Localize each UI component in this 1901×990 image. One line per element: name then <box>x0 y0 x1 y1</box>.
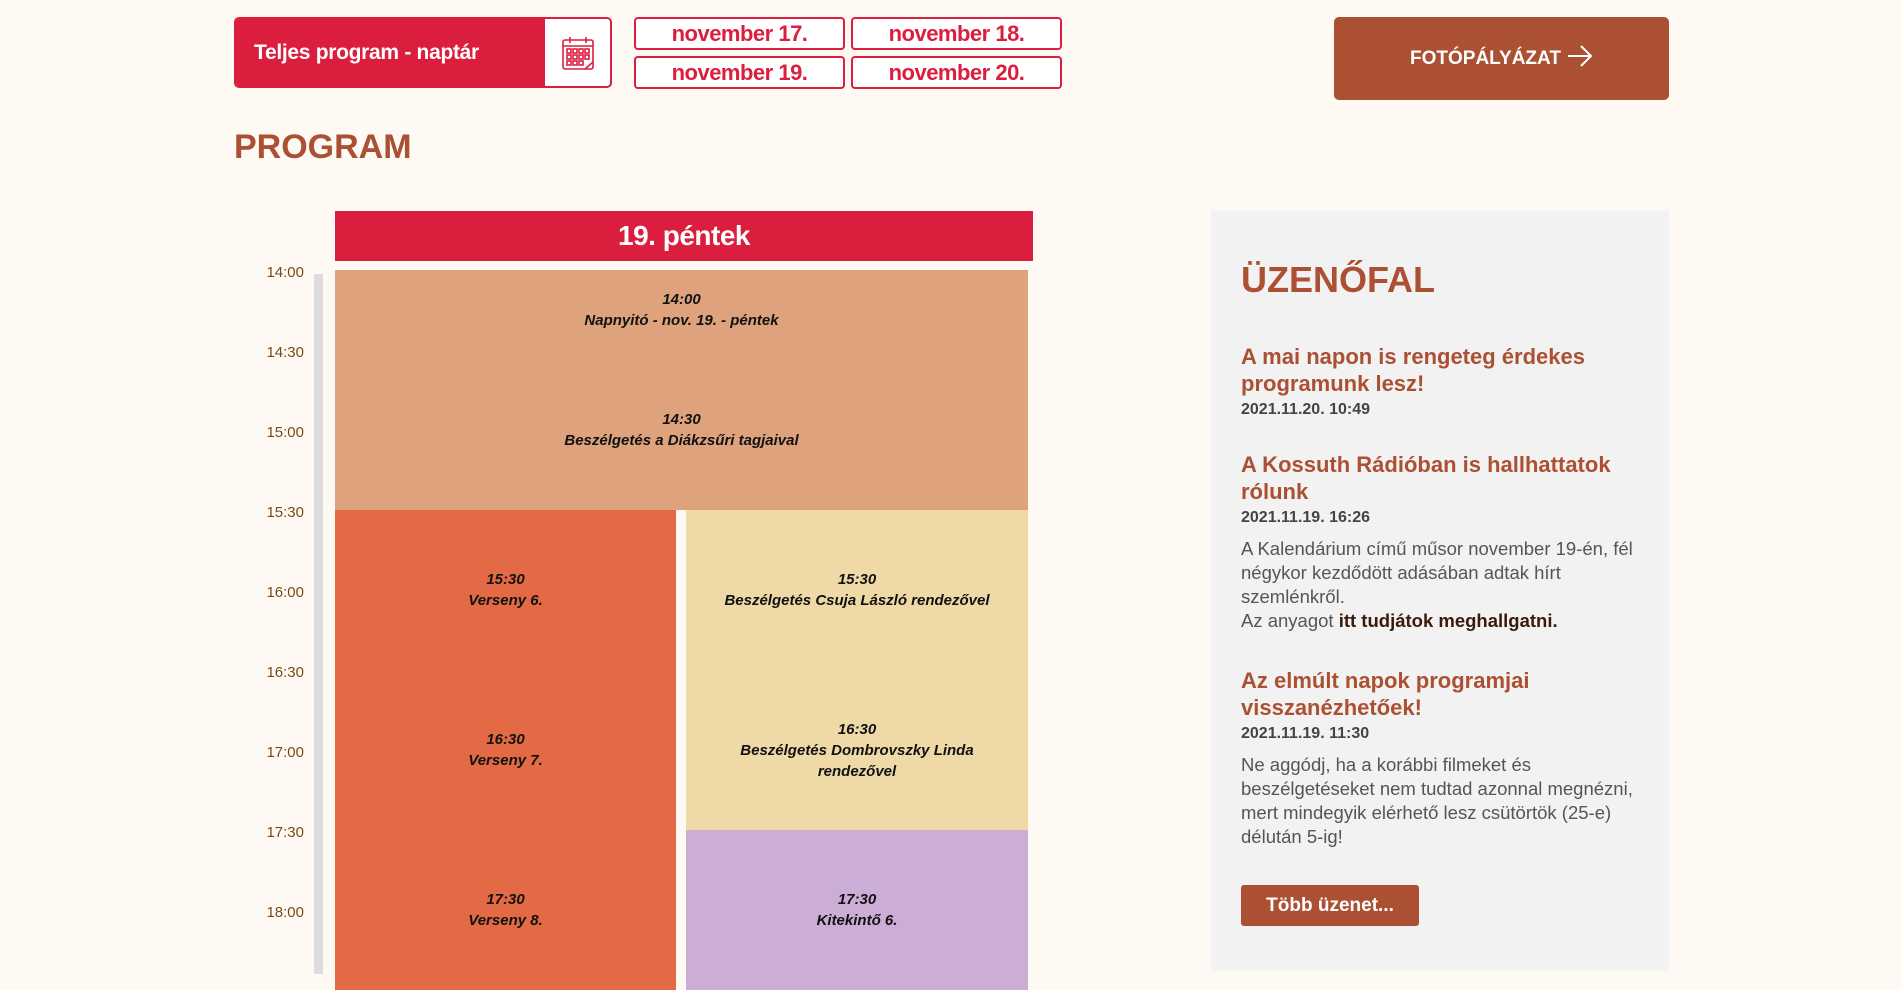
full-program-calendar-button[interactable]: Teljes program - naptár <box>234 17 612 88</box>
event-time: 14:00 <box>662 291 701 308</box>
date-nov-17-button[interactable]: november 17. <box>634 17 845 50</box>
schedule-event[interactable]: 14:00 Napnyitó - nov. 19. - péntek <box>335 270 1028 350</box>
event-time: 16:30 <box>837 720 877 738</box>
post-title-link[interactable]: Az elmúlt napok programjai visszanézhető… <box>1241 668 1530 720</box>
day-header: 19. péntek <box>335 211 1033 261</box>
photo-contest-label: FOTÓPÁLYÁZAT <box>1410 47 1561 69</box>
message-wall: ÜZENŐFAL A mai napon is rengeteg érdekes… <box>1211 211 1669 971</box>
event-time: 15:30 <box>837 571 877 588</box>
event-title: Verseny 6. <box>468 592 543 609</box>
page-title: PROGRAM <box>234 128 412 166</box>
schedule-event[interactable]: 16:30 Verseny 7. <box>335 670 676 830</box>
post-date: 2021.11.19. 11:30 <box>1241 725 1370 742</box>
post: Az elmúlt napok programjai visszanézhető… <box>1241 667 1641 849</box>
date-nov-19-button[interactable]: november 19. <box>634 56 845 89</box>
post: A Kossuth Rádióban is hallhattatok rólun… <box>1241 451 1641 633</box>
calendar-icon <box>545 19 610 86</box>
time-label: 15:30 <box>266 504 304 521</box>
schedule-event[interactable]: 17:30 Kitekintő 6. <box>686 830 1028 990</box>
message-wall-title: ÜZENŐFAL <box>1241 259 1435 300</box>
event-time: 17:30 <box>486 891 525 908</box>
listen-link[interactable]: itt tudjátok meghallgatni. <box>1338 610 1558 631</box>
post-text: Ne aggódj, ha a korábbi filmeket és besz… <box>1241 754 1633 847</box>
event-title: Beszélgetés a Diákzsűri tagjaival <box>564 432 799 449</box>
event-title: Kitekintő 6. <box>816 912 898 929</box>
timeline-bar <box>314 274 323 974</box>
post-title-link[interactable]: A mai napon is rengeteg érdekes programu… <box>1241 344 1585 396</box>
event-time: 16:30 <box>486 731 525 748</box>
schedule-event[interactable]: 16:30 Beszélgetés Dombrovszky Linda rende… <box>686 670 1028 830</box>
event-title: Beszélgetés Dombrovszky Linda rendezővel <box>740 741 974 780</box>
post-date: 2021.11.20. 10:49 <box>1241 401 1371 418</box>
schedule-event[interactable]: 15:30 Beszélgetés Csuja László rendezővel <box>686 510 1028 670</box>
post-text-body: A Kalendárium című műsor november 19-én,… <box>1241 538 1633 607</box>
date-nov-20-button[interactable]: november 20. <box>851 56 1062 89</box>
event-title: Verseny 7. <box>468 752 543 769</box>
event-title: Verseny 8. <box>468 912 543 929</box>
more-messages-button[interactable]: Több üzenet... <box>1241 885 1419 926</box>
event-title: Beszélgetés Csuja László rendezővel <box>724 592 990 609</box>
event-time: 14:30 <box>662 411 701 428</box>
time-label: 14:30 <box>266 344 304 361</box>
event-time: 17:30 <box>837 891 877 908</box>
time-label: 16:30 <box>266 664 304 681</box>
time-label: 14:00 <box>266 264 304 281</box>
full-program-label: Teljes program - naptár <box>236 19 545 86</box>
date-nov-18-button[interactable]: november 18. <box>851 17 1062 50</box>
time-label: 18:00 <box>266 904 304 921</box>
post-date: 2021.11.19. 16:26 <box>1241 509 1371 526</box>
schedule-event[interactable]: 14:30 Beszélgetés a Diákzsűri tagjaival <box>335 350 1028 510</box>
post-title-link[interactable]: A Kossuth Rádióban is hallhattatok rólun… <box>1241 452 1611 504</box>
post: A mai napon is rengeteg érdekes programu… <box>1241 343 1641 419</box>
photo-contest-button[interactable]: FOTÓPÁLYÁZAT <box>1334 17 1669 100</box>
arrow-right-icon <box>1567 44 1593 73</box>
time-label: 17:30 <box>266 824 304 841</box>
time-label: 15:00 <box>266 424 304 441</box>
schedule-event[interactable]: 15:30 Verseny 6. <box>335 510 676 670</box>
post-text: A Kalendárium című műsor november 19-én,… <box>1241 537 1636 633</box>
time-label: 17:00 <box>266 744 304 761</box>
event-time: 15:30 <box>486 571 525 588</box>
post-text-body: Az anyagot <box>1241 610 1339 631</box>
schedule-event[interactable]: 17:30 Verseny 8. <box>335 830 676 990</box>
time-label: 16:00 <box>266 584 304 601</box>
event-title: Napnyitó - nov. 19. - péntek <box>584 312 779 329</box>
